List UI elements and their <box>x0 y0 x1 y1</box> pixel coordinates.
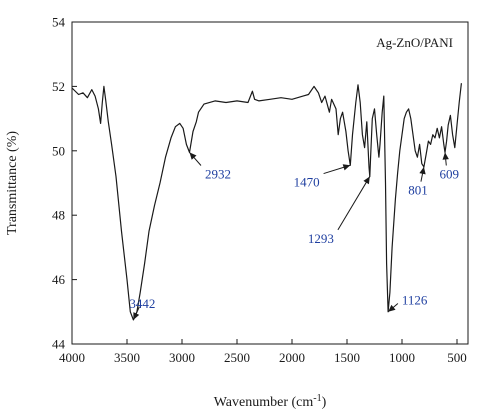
annotation-arrow-head <box>342 164 351 171</box>
peak-annotation-label: 1470 <box>294 175 320 190</box>
y-axis: 44 46 48 50 52 54 <box>52 15 77 352</box>
x-tick-label: 3000 <box>169 350 195 365</box>
annotation-arrow-head <box>419 166 426 175</box>
plot-frame <box>71 21 469 345</box>
annotation-arrow-head <box>442 152 449 160</box>
annotation-arrow-head <box>363 176 370 185</box>
x-tick-label: 1000 <box>389 350 415 365</box>
annotation-arrow-head <box>388 304 396 312</box>
x-axis-title-main: Wavenumber (cm <box>214 395 314 410</box>
annotation-arrow-head <box>189 152 197 160</box>
plot-area <box>71 21 469 345</box>
peak-annotation-label: 3442 <box>129 296 155 311</box>
x-tick-label: 4000 <box>59 350 85 365</box>
x-axis-title-superscript: -1 <box>313 393 321 404</box>
y-tick-label: 50 <box>52 143 65 158</box>
series-layer <box>71 83 462 321</box>
peak-annotation-label: 609 <box>440 167 460 182</box>
annotation-arrow-head <box>133 312 140 320</box>
peak-annotation-label: 801 <box>408 183 428 198</box>
x-tick-label: 2000 <box>279 350 305 365</box>
x-axis-title: Wavenumber (cm-1) <box>214 393 327 410</box>
annotation-arrow-line <box>337 176 371 231</box>
y-tick-label: 48 <box>52 208 65 223</box>
peak-annotation-label: 1126 <box>402 293 428 308</box>
y-tick-label: 54 <box>52 15 66 30</box>
x-tick-label: 500 <box>447 350 467 365</box>
x-tick-label: 2500 <box>224 350 250 365</box>
x-axis-title-close: ) <box>322 395 327 410</box>
y-tick-label: 52 <box>52 79 65 94</box>
peak-annotation-label: 2932 <box>205 167 231 182</box>
x-axis: 4000 3500 3000 2500 2000 1500 1000 500 <box>59 339 467 365</box>
x-tick-label: 1500 <box>334 350 360 365</box>
annotation-layer: 3442 2932 1470 1293 1126 801 609 <box>129 152 460 321</box>
series-line <box>71 83 462 321</box>
y-tick-label: 44 <box>52 337 66 352</box>
y-axis-title: Transmittance (%) <box>5 131 20 235</box>
y-tick-label: 46 <box>52 272 66 287</box>
legend-series-name: Ag-ZnO/PANI <box>376 35 453 50</box>
peak-annotation-label: 1293 <box>308 231 334 246</box>
x-tick-label: 3500 <box>114 350 140 365</box>
